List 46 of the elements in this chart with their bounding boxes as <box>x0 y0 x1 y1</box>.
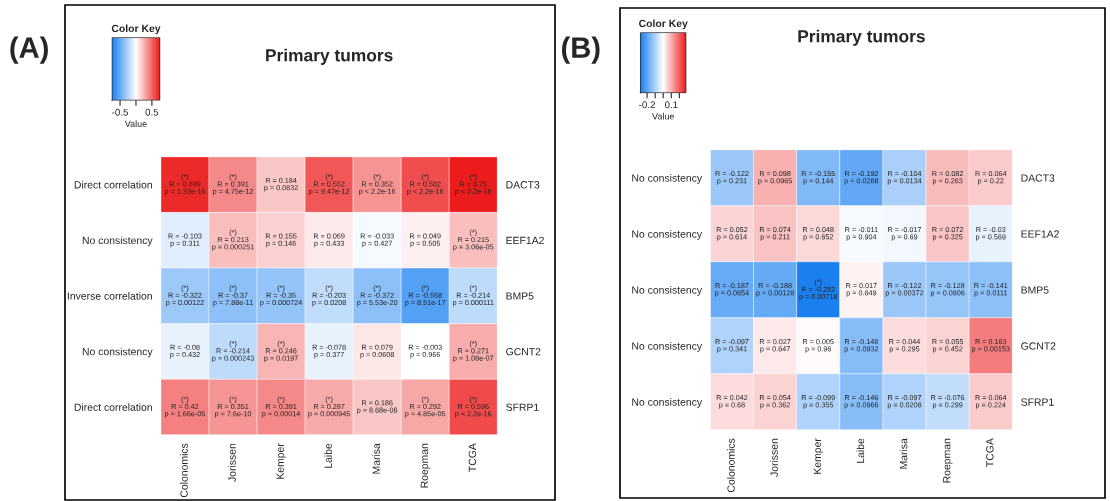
y2-tick-label: BMP5 <box>506 292 534 300</box>
text: (A) <box>10 36 48 64</box>
y2-tick-label: EEF1A2 <box>506 236 544 244</box>
y2-tick-label: GCNT2 <box>506 347 541 356</box>
y-tick-label: No consistency <box>632 174 703 184</box>
color-bar-label: 0.5 <box>145 108 159 116</box>
color-bar-title: Value <box>652 112 675 120</box>
text: (B) <box>562 36 600 64</box>
y2-tick-label: DACT3 <box>1021 174 1055 182</box>
y2-tick-label: BMP5 <box>1021 286 1049 294</box>
x-tick-label: TCGA <box>986 438 994 467</box>
x-tick-label: Kemper <box>276 443 286 479</box>
y-tick-label: No consistency <box>632 342 703 352</box>
y-tick-label: No consistency <box>82 347 153 358</box>
text: Color Key <box>639 19 688 30</box>
y2-tick-label: SFRP1 <box>1021 398 1054 406</box>
y2-tick-label: GCNT2 <box>1021 342 1056 350</box>
y-tick-label: Inverse correlation <box>67 292 152 300</box>
color-bar-label: -0.2 <box>639 101 655 109</box>
y-tick-label: No consistency <box>82 236 153 247</box>
x-tick-label: Roepman <box>943 438 953 483</box>
x-tick-label: Colonomics <box>180 443 188 498</box>
y-tick-label: No consistency <box>632 230 703 240</box>
color-bar-title: Value <box>124 120 147 128</box>
x-tick-label: TCGA <box>468 443 477 472</box>
color-bar-label: -0.5 <box>112 108 129 116</box>
x-tick-label: Jorissen <box>228 443 236 482</box>
x-tick-label: Colonomics <box>727 438 735 493</box>
chart-title: Primary tumors <box>798 29 925 46</box>
x-tick-label: Kemper <box>813 438 824 474</box>
y2-tick-label: SFRP1 <box>506 403 539 411</box>
chart-title: Primary tumors <box>266 48 393 65</box>
x-tick-label: Marisa <box>372 443 380 474</box>
x-tick-label: Roepman <box>420 443 431 488</box>
y-tick-label: No consistency <box>632 286 703 296</box>
color-bar-label: 0.1 <box>664 101 678 109</box>
text: Color Key <box>111 24 161 35</box>
x-tick-label: Jorissen <box>770 438 778 477</box>
y2-tick-label: DACT3 <box>506 181 540 189</box>
x-tick-label: Laibe <box>856 438 865 463</box>
y2-tick-label: EEF1A2 <box>1021 230 1059 238</box>
x-tick-label: Marisa <box>899 438 908 469</box>
y-tick-label: Direct correlation <box>74 403 152 411</box>
y-tick-label: No consistency <box>632 398 703 408</box>
x-tick-label: Laibe <box>324 443 332 468</box>
y-tick-label: Direct correlation <box>74 180 152 189</box>
